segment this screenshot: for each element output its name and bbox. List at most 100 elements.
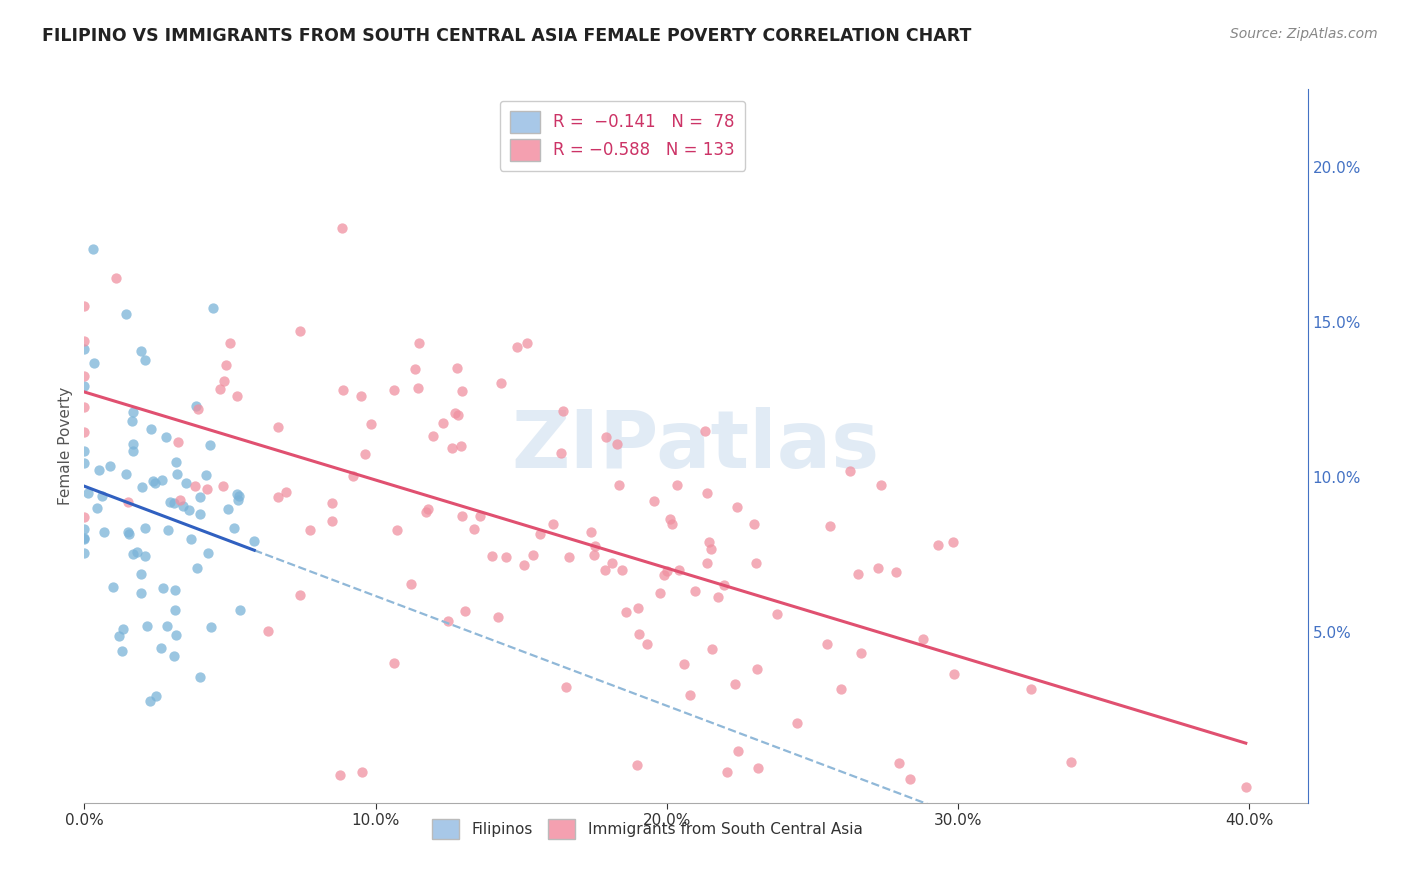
Point — [727, 744, 749, 758]
Point — [1234, 780, 1257, 795]
Point — [188, 490, 211, 504]
Point — [131, 586, 153, 600]
Point — [209, 382, 232, 396]
Point — [643, 494, 665, 508]
Point — [299, 523, 322, 537]
Point — [152, 582, 174, 596]
Point — [849, 646, 872, 660]
Point — [725, 500, 748, 514]
Point — [927, 538, 949, 552]
Point — [581, 524, 603, 539]
Point — [188, 670, 211, 684]
Point — [256, 624, 278, 639]
Point — [131, 480, 153, 494]
Point — [610, 563, 633, 577]
Point — [406, 381, 429, 395]
Point — [606, 437, 628, 451]
Point — [724, 677, 747, 691]
Point — [505, 340, 527, 354]
Point — [73, 523, 96, 537]
Point — [700, 542, 723, 557]
Point — [818, 518, 841, 533]
Point — [679, 689, 702, 703]
Point — [145, 690, 167, 704]
Point — [288, 324, 311, 338]
Point — [73, 531, 96, 545]
Point — [188, 507, 211, 521]
Point — [134, 352, 156, 367]
Point — [399, 577, 422, 591]
Point — [1021, 682, 1043, 697]
Point — [187, 402, 209, 417]
Point — [432, 416, 454, 430]
Point — [114, 307, 136, 321]
Point — [354, 447, 377, 461]
Point — [713, 578, 735, 592]
Point — [454, 604, 477, 618]
Point — [229, 602, 252, 616]
Point — [745, 662, 768, 676]
Point — [443, 406, 465, 420]
Point — [648, 585, 671, 599]
Point — [73, 343, 96, 357]
Point — [600, 556, 623, 570]
Point — [418, 502, 440, 516]
Point — [636, 637, 658, 651]
Point — [838, 463, 860, 477]
Point — [673, 657, 696, 672]
Point — [73, 444, 96, 458]
Point — [898, 772, 921, 786]
Point — [117, 525, 139, 540]
Point — [696, 557, 718, 571]
Point — [437, 614, 460, 628]
Point — [668, 563, 690, 577]
Point — [112, 622, 135, 636]
Point — [165, 628, 187, 642]
Point — [180, 532, 202, 546]
Point — [186, 561, 208, 575]
Point — [697, 534, 720, 549]
Point — [628, 627, 651, 641]
Point — [267, 491, 290, 505]
Point — [163, 582, 186, 597]
Point — [156, 618, 179, 632]
Point — [661, 517, 683, 532]
Point — [815, 637, 838, 651]
Point — [887, 756, 910, 771]
Point — [101, 580, 124, 594]
Point — [513, 558, 536, 573]
Point — [404, 362, 426, 376]
Point — [195, 467, 218, 482]
Point — [200, 620, 222, 634]
Point — [149, 641, 172, 656]
Point — [582, 548, 605, 562]
Point — [131, 567, 153, 582]
Point — [134, 549, 156, 563]
Point — [163, 649, 186, 664]
Point — [136, 619, 159, 633]
Point — [350, 764, 373, 779]
Point — [108, 629, 131, 643]
Point — [114, 467, 136, 482]
Point — [486, 610, 509, 624]
Point — [155, 429, 177, 443]
Point — [329, 768, 352, 782]
Point — [76, 486, 98, 500]
Point — [745, 556, 768, 570]
Point — [349, 389, 371, 403]
Point — [274, 485, 297, 500]
Point — [83, 356, 105, 370]
Point — [122, 547, 145, 561]
Point — [342, 468, 364, 483]
Point — [198, 438, 221, 452]
Point — [73, 368, 96, 383]
Point — [595, 563, 617, 577]
Point — [228, 489, 250, 503]
Point — [225, 389, 247, 403]
Legend: Filipinos, Immigrants from South Central Asia: Filipinos, Immigrants from South Central… — [426, 814, 869, 845]
Point — [163, 496, 186, 510]
Point — [212, 479, 235, 493]
Point — [218, 335, 240, 350]
Point — [169, 492, 191, 507]
Point — [382, 656, 405, 670]
